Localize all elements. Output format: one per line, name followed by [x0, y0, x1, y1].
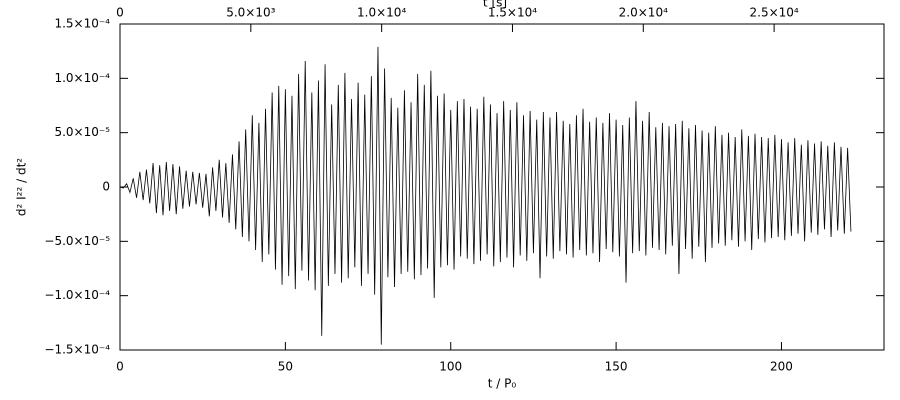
x-tick-label: 100 [439, 360, 462, 374]
x2-tick-label: 2.0×10⁴ [619, 6, 668, 20]
x2-tick-label: 1.0×10⁴ [357, 6, 406, 20]
x-axis-title: t / P₀ [488, 377, 517, 391]
y-tick-label: 0 [102, 180, 110, 194]
x-tick-label: 200 [770, 360, 793, 374]
y-tick-label: 5.0×10⁻⁵ [54, 125, 110, 139]
x-tick-label: 0 [116, 360, 124, 374]
y-tick-label: −5.0×10⁻⁵ [44, 234, 110, 248]
y-axis-title: d² I²² / dt² [15, 158, 29, 216]
y-tick-label: −1.0×10⁻⁴ [44, 288, 110, 302]
y-tick-label: 1.5×10⁻⁴ [54, 17, 110, 31]
x-tick-label: 150 [605, 360, 628, 374]
signal-line [119, 46, 852, 345]
x2-tick-label: 0 [116, 6, 124, 20]
y-tick-label: 1.0×10⁻⁴ [54, 71, 110, 85]
y-tick-label: −1.5×10⁻⁴ [44, 343, 110, 357]
x2-axis-title: t [s] [483, 0, 507, 10]
x-tick-label: 50 [278, 360, 293, 374]
x2-tick-label: 5.0×10³ [226, 6, 275, 20]
x2-tick-label: 2.5×10⁴ [750, 6, 799, 20]
x2-tick-label: 1.5×10⁴ [488, 6, 537, 20]
